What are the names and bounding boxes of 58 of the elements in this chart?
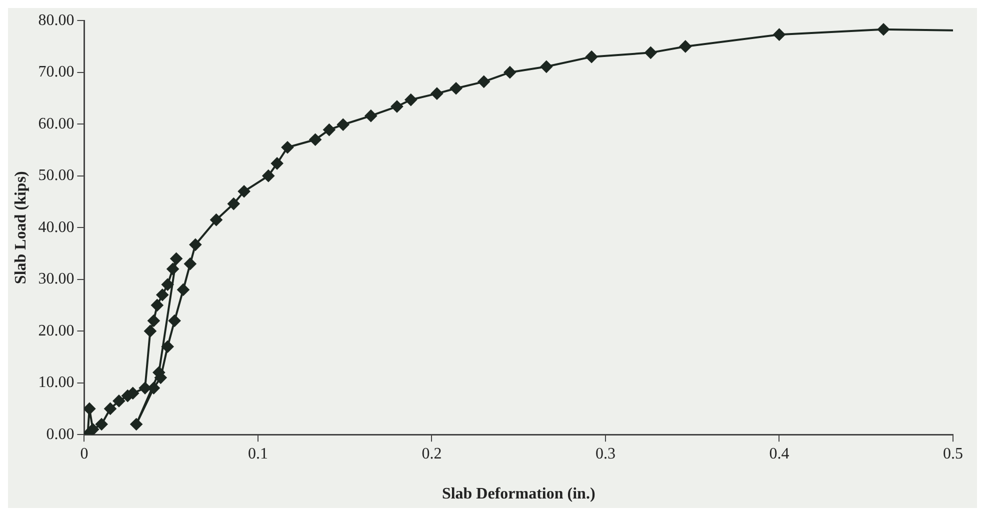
x-axis-title: Slab Deformation (in.) bbox=[442, 486, 596, 503]
point bbox=[478, 76, 490, 88]
point bbox=[84, 402, 96, 415]
point bbox=[364, 110, 377, 122]
point bbox=[170, 252, 182, 265]
point bbox=[337, 118, 350, 131]
point bbox=[271, 157, 284, 170]
y-tick-label: 70.00 bbox=[38, 64, 74, 81]
x-tick-label: 0.1 bbox=[248, 445, 268, 462]
point bbox=[309, 134, 322, 146]
y-tick-label: 60.00 bbox=[38, 115, 74, 132]
point bbox=[540, 60, 552, 73]
point bbox=[166, 263, 179, 275]
x-tick-label: 0 bbox=[80, 445, 88, 462]
point bbox=[162, 278, 174, 291]
point bbox=[679, 40, 692, 52]
y-tick-label: 30.00 bbox=[38, 270, 74, 288]
point bbox=[390, 100, 403, 113]
point bbox=[450, 82, 462, 94]
point bbox=[162, 340, 174, 353]
point bbox=[144, 325, 156, 338]
point bbox=[177, 284, 190, 296]
x-tick-label: 0.3 bbox=[595, 445, 616, 462]
point bbox=[148, 314, 160, 327]
x-tick-label: 0.2 bbox=[422, 445, 442, 462]
point bbox=[504, 66, 516, 78]
point bbox=[210, 214, 222, 226]
y-tick-label: 40.00 bbox=[38, 218, 74, 236]
point bbox=[228, 198, 240, 210]
point bbox=[104, 402, 116, 415]
point bbox=[282, 141, 294, 154]
point bbox=[156, 288, 168, 301]
y-tick-label: 80.00 bbox=[38, 12, 74, 29]
point bbox=[112, 394, 125, 407]
point bbox=[238, 185, 250, 198]
point bbox=[151, 299, 164, 312]
y-tick-label: 20.00 bbox=[38, 322, 74, 340]
point bbox=[86, 423, 99, 435]
point bbox=[877, 23, 890, 36]
y-tick-label: 50.00 bbox=[38, 167, 74, 184]
x-tick-label: 0.5 bbox=[943, 445, 963, 462]
y-axis-title: Slab Load (kips) bbox=[12, 171, 30, 284]
point bbox=[262, 170, 274, 182]
point bbox=[586, 50, 598, 63]
point bbox=[189, 238, 202, 251]
y-tick-label: 10.00 bbox=[38, 374, 74, 392]
point bbox=[323, 124, 336, 136]
point bbox=[184, 258, 196, 270]
y-tick-label: 0.00 bbox=[46, 426, 74, 443]
point bbox=[644, 46, 657, 59]
point bbox=[773, 28, 786, 41]
point bbox=[168, 314, 181, 327]
point bbox=[130, 418, 142, 430]
point bbox=[430, 88, 443, 100]
point bbox=[96, 418, 108, 430]
point bbox=[404, 94, 417, 106]
x-tick-label: 0.4 bbox=[769, 445, 790, 462]
point bbox=[148, 382, 160, 394]
